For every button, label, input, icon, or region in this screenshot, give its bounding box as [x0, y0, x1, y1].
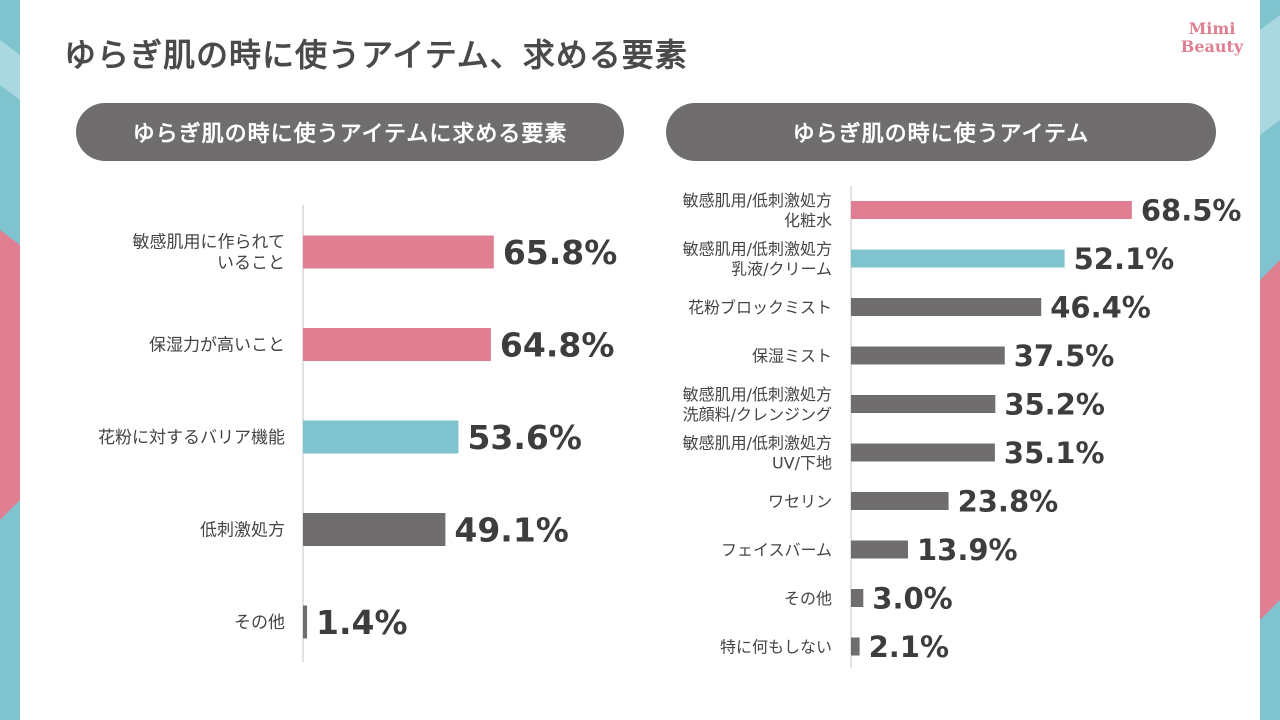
- right-chart-category-label: ワセリン: [768, 492, 832, 511]
- left-chart-bar: [303, 513, 446, 546]
- left-chart-bar: [303, 328, 491, 361]
- left-chart-bar: [303, 605, 308, 639]
- right-chart-title: ゆらぎ肌の時に使うアイテム: [666, 103, 1216, 161]
- right-chart-value-label: 35.2%: [1004, 387, 1105, 421]
- right-chart-bar: [851, 540, 908, 559]
- right-chart-category-label: その他: [784, 589, 832, 608]
- right-chart-value-label: 23.8%: [958, 484, 1059, 518]
- left-chart-value-label: 1.4%: [316, 603, 408, 642]
- right-chart-bar: [851, 395, 996, 413]
- left-chart-category-label: 低刺激処方: [200, 521, 285, 541]
- right-chart-bar: [851, 298, 1042, 316]
- right-chart-category-label: 敏感肌用/低刺激処方: [683, 239, 832, 258]
- right-chart-value-label: 68.5%: [1141, 193, 1242, 227]
- right-chart-bar: [851, 589, 864, 607]
- left-chart-category-label: 花粉に対するバリア機能: [98, 428, 285, 448]
- right-chart-category-label: UV/下地: [772, 453, 832, 472]
- right-chart-category-label: 敏感肌用/低刺激処方: [683, 191, 832, 210]
- left-chart-value-label: 53.6%: [467, 418, 582, 457]
- right-chart-category-label: 花粉ブロックミスト: [688, 298, 832, 317]
- brand-logo: Mimi Beauty: [1172, 20, 1252, 56]
- right-chart-value-label: 2.1%: [869, 630, 949, 664]
- right-chart-value-label: 13.9%: [917, 533, 1018, 567]
- right-chart-value-label: 3.0%: [872, 581, 952, 615]
- right-chart-bar: [851, 443, 995, 462]
- left-chart-category-label: いること: [217, 254, 285, 274]
- right-chart-category-label: 特に何もしない: [720, 637, 832, 656]
- right-chart-value-label: 46.4%: [1050, 290, 1151, 324]
- right-chart-category-label: 化粧水: [784, 211, 832, 230]
- left-chart-category-label: その他: [234, 613, 285, 633]
- right-chart-category-label: 敏感肌用/低刺激処方: [683, 385, 832, 404]
- left-chart-bar: [303, 420, 459, 454]
- right-chart-bar: [851, 492, 949, 510]
- right-chart-category-label: 敏感肌用/低刺激処方: [683, 433, 832, 452]
- right-chart-value-label: 35.1%: [1004, 436, 1105, 470]
- left-chart-value-label: 64.8%: [500, 325, 615, 364]
- right-chart-bar: [851, 249, 1065, 268]
- left-chart-bar: [303, 235, 494, 269]
- left-chart-category-label: 敏感肌用に作られて: [133, 233, 286, 253]
- right-chart-category-label: 乳液/クリーム: [731, 259, 832, 278]
- right-chart-category-label: フェイスバーム: [721, 540, 832, 559]
- left-chart-value-label: 49.1%: [454, 510, 569, 549]
- right-chart-bar: [851, 201, 1132, 219]
- right-chart-category-label: 保湿ミスト: [752, 346, 832, 365]
- right-chart-bar: [851, 637, 860, 656]
- brand-logo-line2: Beauty: [1180, 37, 1244, 56]
- left-chart-title: ゆらぎ肌の時に使うアイテムに求める要素: [76, 103, 624, 161]
- page-title: ゆらぎ肌の時に使うアイテム、求める要素: [64, 36, 688, 74]
- right-chart-category-label: 洗顔料/クレンジング: [683, 405, 832, 424]
- right-chart-value-label: 52.1%: [1074, 242, 1175, 276]
- left-chart-value-label: 65.8%: [503, 233, 618, 272]
- left-chart-category-label: 保湿力が高いこと: [149, 336, 285, 356]
- right-chart-value-label: 37.5%: [1014, 339, 1115, 373]
- right-chart-bar: [851, 346, 1005, 365]
- brand-logo-line1: Mimi: [1188, 19, 1236, 38]
